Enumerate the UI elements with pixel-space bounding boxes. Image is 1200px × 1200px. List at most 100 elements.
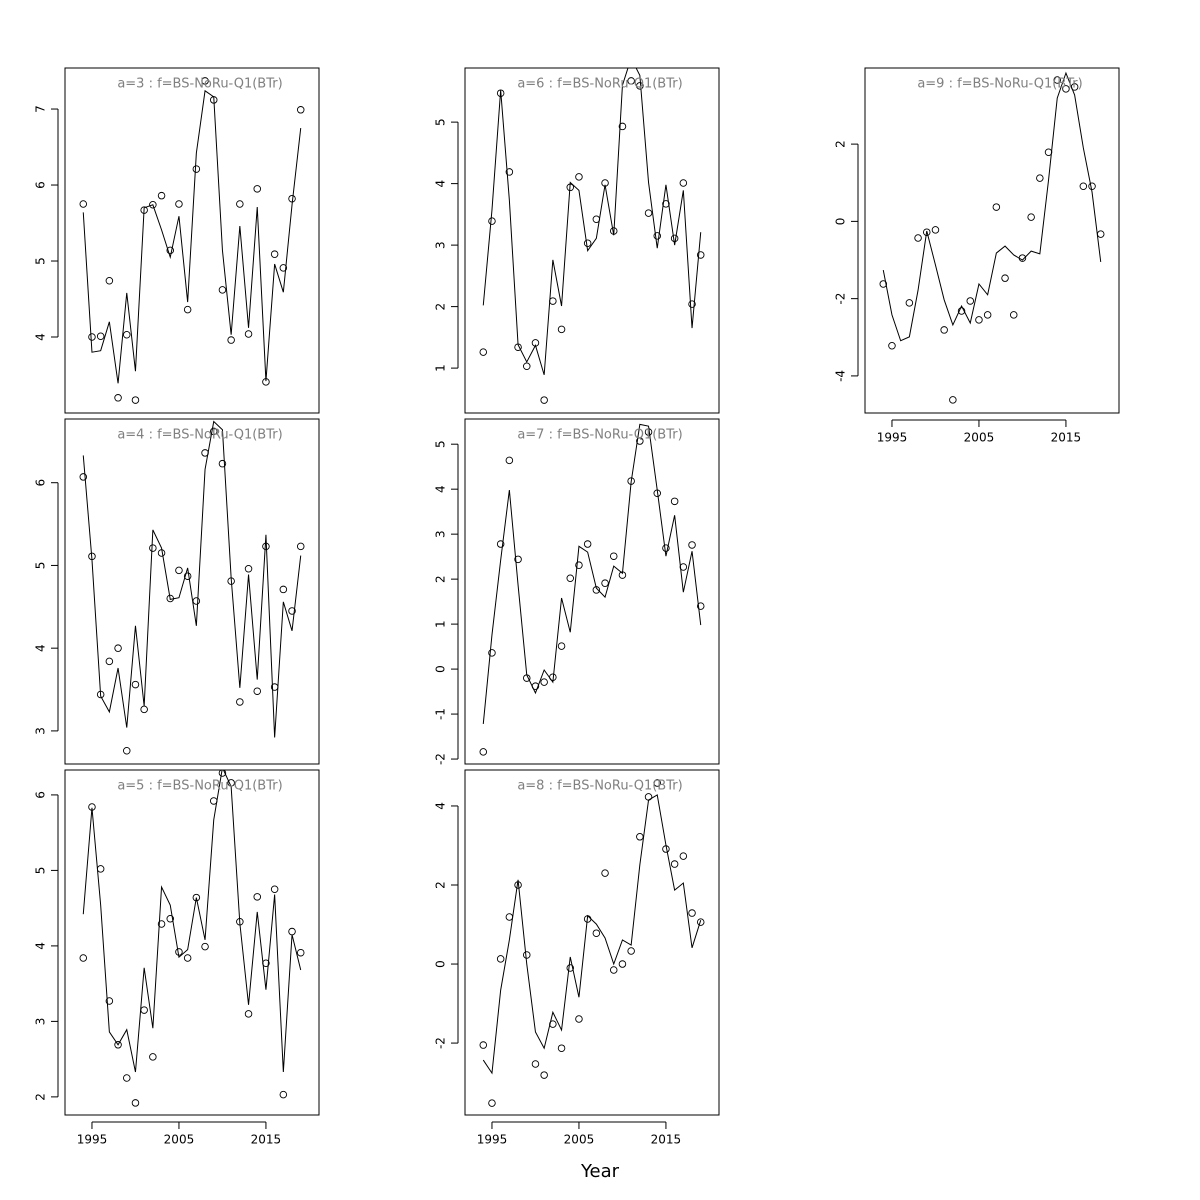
data-point bbox=[157, 191, 166, 200]
data-point bbox=[514, 555, 522, 564]
y-tick-label: 2 bbox=[834, 140, 848, 148]
data-point bbox=[79, 954, 88, 962]
data-point bbox=[992, 203, 1001, 211]
y-tick-label: -2 bbox=[434, 1037, 448, 1049]
panel-title: a=3 : f=BS-NoRu-Q1(BTr) bbox=[117, 77, 282, 92]
data-point bbox=[140, 1006, 148, 1014]
data-point bbox=[253, 687, 261, 695]
data-point bbox=[940, 326, 948, 334]
data-point bbox=[1062, 85, 1070, 93]
data-point bbox=[140, 705, 148, 714]
panel-title: a=7 : f=BS-NoRu-Q1(BTr) bbox=[517, 428, 682, 443]
y-tick-label: 4 bbox=[434, 802, 448, 810]
data-point bbox=[575, 173, 583, 181]
data-point bbox=[183, 572, 192, 580]
data-point bbox=[523, 362, 531, 371]
fitted-line bbox=[482, 794, 702, 1075]
data-point bbox=[488, 217, 496, 225]
data-point bbox=[149, 544, 157, 552]
data-point bbox=[236, 698, 244, 706]
data-point bbox=[662, 200, 670, 208]
fitted-line bbox=[82, 89, 302, 384]
plot-frame bbox=[64, 418, 320, 765]
data-point bbox=[175, 566, 183, 575]
fitted-line bbox=[482, 68, 702, 376]
data-point bbox=[627, 947, 635, 955]
y-tick-label: 6 bbox=[34, 791, 48, 799]
panel: a=3 : f=BS-NoRu-Q1(BTr) 4 5 6 7 bbox=[34, 67, 320, 414]
x-tick-label: 1995 bbox=[877, 431, 908, 445]
y-tick-label: -1 bbox=[434, 708, 448, 720]
plot-area bbox=[879, 71, 1105, 404]
x-tick-label: 2015 bbox=[1051, 431, 1082, 445]
data-point bbox=[931, 226, 940, 234]
data-point bbox=[192, 165, 201, 173]
plot-area bbox=[79, 77, 305, 404]
y-tick-label: 5 bbox=[34, 562, 48, 570]
data-point bbox=[557, 325, 566, 334]
panel: a=4 : f=BS-NoRu-Q1(BTr) 3 4 5 6 bbox=[34, 418, 320, 765]
data-point bbox=[488, 649, 496, 657]
data-point bbox=[236, 200, 244, 208]
plot-area bbox=[479, 779, 705, 1107]
x-tick-label: 2015 bbox=[251, 1133, 282, 1147]
y-tick-label: 3 bbox=[434, 530, 448, 538]
x-tick-label: 2005 bbox=[164, 1133, 195, 1147]
data-point bbox=[618, 960, 627, 968]
panel-title: a=4 : f=BS-NoRu-Q1(BTr) bbox=[117, 428, 282, 443]
y-tick-label: -2 bbox=[834, 293, 848, 305]
y-tick-label: 5 bbox=[34, 257, 48, 265]
data-point bbox=[523, 951, 531, 959]
data-point bbox=[557, 642, 566, 650]
data-point bbox=[166, 914, 175, 923]
data-point bbox=[1053, 76, 1061, 84]
y-tick-label: 5 bbox=[434, 440, 448, 448]
data-point bbox=[905, 299, 914, 307]
data-point bbox=[696, 251, 705, 259]
data-point bbox=[79, 200, 88, 208]
panel: a=7 : f=BS-NoRu-Q1(BTr) -2 -1 0 1 2 3 4 5 bbox=[434, 418, 720, 765]
data-point bbox=[496, 955, 505, 963]
y-tick-label: 5 bbox=[34, 867, 48, 875]
panel-title: a=6 : f=BS-NoRu-Q1(BTr) bbox=[517, 77, 682, 92]
data-point bbox=[653, 232, 661, 240]
data-point bbox=[688, 909, 696, 917]
x-tick-label: 2005 bbox=[964, 431, 995, 445]
data-point bbox=[505, 913, 514, 921]
data-point bbox=[114, 394, 122, 402]
plot-frame bbox=[864, 67, 1120, 414]
plot-area bbox=[79, 420, 305, 755]
panel-title: a=5 : f=BS-NoRu-Q1(BTr) bbox=[117, 779, 282, 794]
data-point bbox=[696, 602, 705, 610]
data-point bbox=[601, 869, 609, 877]
data-point bbox=[279, 264, 288, 272]
fitted-line bbox=[882, 71, 1102, 342]
data-point bbox=[1001, 274, 1009, 282]
data-point bbox=[557, 1044, 566, 1052]
data-point bbox=[601, 579, 609, 587]
data-point bbox=[123, 1074, 131, 1082]
data-point bbox=[131, 680, 140, 689]
y-tick-label: 4 bbox=[434, 180, 448, 188]
data-point bbox=[279, 585, 288, 594]
x-tick-label: 2005 bbox=[564, 1133, 595, 1147]
plot-area bbox=[479, 68, 705, 404]
y-tick-label: 0 bbox=[434, 960, 448, 968]
x-tick-label: 2015 bbox=[651, 1133, 682, 1147]
data-point bbox=[1088, 182, 1096, 190]
y-tick-label: 0 bbox=[434, 665, 448, 673]
y-tick-label: 4 bbox=[434, 485, 448, 493]
data-point bbox=[253, 185, 261, 193]
y-tick-label: 1 bbox=[434, 620, 448, 628]
data-point bbox=[123, 330, 131, 339]
data-point bbox=[644, 209, 653, 217]
y-tick-label: 4 bbox=[34, 942, 48, 950]
data-point bbox=[1009, 311, 1018, 319]
y-tick-label: 3 bbox=[34, 727, 48, 735]
data-point bbox=[505, 456, 514, 465]
data-point bbox=[479, 1041, 488, 1049]
data-point bbox=[670, 497, 679, 506]
x-axis-label: Year bbox=[580, 1161, 620, 1182]
data-point bbox=[218, 286, 227, 294]
